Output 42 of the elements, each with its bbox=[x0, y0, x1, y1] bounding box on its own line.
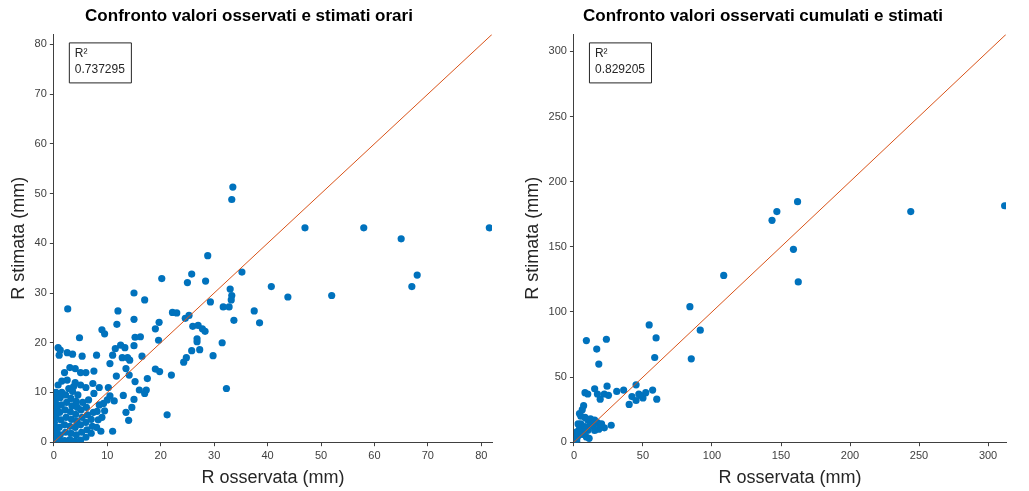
chart-title: Confronto valori osservati e stimati orari bbox=[85, 5, 413, 25]
y-axis-title: R stimata (mm) bbox=[7, 176, 28, 300]
annotation: 0.829205 bbox=[594, 61, 646, 76]
y-tick-label: 100 bbox=[548, 304, 567, 317]
y-tick-label: 50 bbox=[34, 186, 47, 199]
x-tick-label: 300 bbox=[978, 448, 998, 461]
x-tick-label: 50 bbox=[314, 448, 328, 461]
y-tick-label: 200 bbox=[548, 174, 567, 187]
x-tick-label: 150 bbox=[771, 448, 791, 461]
y-tick-label: 300 bbox=[548, 44, 567, 57]
x-tick-label: 70 bbox=[421, 448, 434, 461]
y-tick-label: 60 bbox=[34, 136, 47, 149]
x-tick-label: 200 bbox=[840, 448, 860, 461]
y-tick-label: 150 bbox=[548, 239, 567, 252]
x-tick-label: 10 bbox=[101, 448, 114, 461]
x-tick-label: 60 bbox=[368, 448, 381, 461]
y-tick-label: 50 bbox=[554, 370, 567, 383]
y-tick-label: 40 bbox=[34, 236, 47, 249]
x-tick-label: 30 bbox=[208, 448, 221, 461]
annotation: R² bbox=[594, 45, 608, 60]
x-tick-label: 0 bbox=[50, 448, 57, 461]
x-tick-label: 50 bbox=[636, 448, 650, 461]
x-tick-label: 20 bbox=[154, 448, 167, 461]
y-tick-label: 0 bbox=[40, 435, 47, 448]
x-tick-label: 0 bbox=[570, 448, 578, 461]
x-tick-label: 100 bbox=[702, 448, 722, 461]
y-axis-title: R stimata (mm) bbox=[521, 176, 542, 300]
annotation: 0.737295 bbox=[74, 61, 126, 76]
y-tick-label: 70 bbox=[34, 87, 47, 100]
chart-title: Confronto valori osservati cumulati e stimati bbox=[583, 5, 943, 25]
y-tick-label: 30 bbox=[34, 286, 47, 299]
y-tick-label: 0 bbox=[560, 435, 567, 448]
x-axis-title: R osservata (mm) bbox=[718, 467, 862, 488]
x-tick-label: 80 bbox=[475, 448, 488, 461]
y-tick-label: 250 bbox=[548, 109, 567, 122]
x-tick-label: 40 bbox=[261, 448, 274, 461]
y-tick-label: 10 bbox=[34, 385, 47, 398]
x-tick-label: 250 bbox=[909, 448, 929, 461]
y-tick-label: 80 bbox=[34, 37, 47, 50]
x-axis-title: R osservata (mm) bbox=[201, 467, 345, 488]
annotation: R² bbox=[74, 45, 88, 60]
y-tick-label: 20 bbox=[34, 335, 47, 348]
